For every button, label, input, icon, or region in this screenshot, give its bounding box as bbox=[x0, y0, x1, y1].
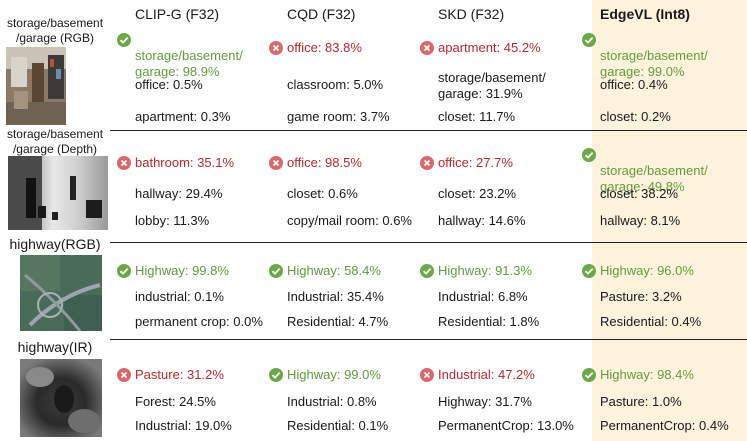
cell-prediction: closet: 23.2% bbox=[438, 186, 517, 201]
cell-top-prediction: storage/basement/ garage: 99.0% bbox=[582, 32, 708, 80]
row-separator-3 bbox=[110, 339, 747, 340]
cell-prediction: industrial: 0.1% bbox=[135, 289, 224, 304]
cell-prediction: Industrial: 0.8% bbox=[287, 394, 377, 409]
row-separator-2 bbox=[110, 242, 747, 243]
cell-prediction: Highway: 31.7% bbox=[438, 394, 532, 409]
cell-top-prediction: Highway: 58.4% bbox=[269, 263, 381, 279]
cell-prediction: game room: 3.7% bbox=[287, 109, 390, 124]
check-icon bbox=[117, 264, 131, 278]
header-skd: SKD (F32) bbox=[438, 6, 505, 22]
cell-top-prediction: office: 27.7% bbox=[420, 155, 513, 171]
cell-prediction: closet: 11.7% bbox=[438, 109, 516, 124]
storage-rgb-thumbnail bbox=[6, 47, 66, 125]
cell-prediction: Residential: 0.4% bbox=[600, 314, 702, 329]
cell-prediction: closet: 0.6% bbox=[287, 186, 358, 201]
cell-top-prediction: storage/basement/ garage: 98.9% bbox=[117, 32, 243, 80]
row-separator-1 bbox=[110, 130, 747, 131]
cell-prediction: Residential: 4.7% bbox=[287, 314, 389, 329]
header-cqd: CQD (F32) bbox=[287, 6, 356, 22]
header-clip-g: CLIP-G (F32) bbox=[135, 6, 220, 22]
row-label-storage-rgb: storage/basement /garage (RGB) bbox=[6, 16, 104, 45]
cell-top-prediction: Highway: 99.8% bbox=[117, 263, 229, 279]
cross-icon bbox=[420, 41, 434, 55]
cell-top-prediction: office: 98.5% bbox=[269, 155, 362, 171]
cell-prediction: classroom: 5.0% bbox=[287, 77, 384, 92]
cell-prediction: PermanentCrop: 13.0% bbox=[438, 418, 574, 433]
cell-prediction: office: 0.5% bbox=[135, 77, 203, 92]
cell-top-prediction: Pasture: 31.2% bbox=[117, 367, 224, 383]
cell-top-prediction: storage/basement/ garage: 49.8% bbox=[582, 147, 708, 195]
cross-icon bbox=[117, 156, 131, 170]
cell-top-prediction: apartment: 45.2% bbox=[420, 40, 541, 56]
cell-prediction: Pasture: 1.0% bbox=[600, 394, 682, 409]
cell-top-prediction: bathroom: 35.1% bbox=[117, 155, 234, 171]
cross-icon bbox=[117, 368, 131, 382]
check-icon bbox=[117, 33, 131, 47]
cell-top-prediction: Highway: 91.3% bbox=[420, 263, 532, 279]
cell-prediction: copy/mail room: 0.6% bbox=[287, 213, 412, 228]
cell-prediction: Industrial: 35.4% bbox=[287, 289, 384, 304]
cross-icon bbox=[420, 156, 434, 170]
cell-prediction: permanent crop: 0.0% bbox=[135, 314, 263, 329]
cell-prediction: hallway: 29.4% bbox=[135, 186, 223, 201]
highway-rgb-thumbnail bbox=[20, 255, 102, 331]
check-icon bbox=[420, 264, 434, 278]
check-icon bbox=[582, 368, 596, 382]
check-icon bbox=[582, 264, 596, 278]
check-icon bbox=[582, 148, 596, 162]
cell-prediction: Forest: 24.5% bbox=[135, 394, 216, 409]
cell-prediction: storage/basement/ garage: 31.9% bbox=[438, 70, 546, 101]
header-edgevl: EdgeVL (Int8) bbox=[600, 6, 690, 22]
cross-icon bbox=[420, 368, 434, 382]
check-icon bbox=[582, 33, 596, 47]
cell-prediction: closet: 0.2% bbox=[600, 109, 671, 124]
cell-prediction: Residential: 0.1% bbox=[287, 418, 389, 433]
cross-icon bbox=[269, 156, 283, 170]
cell-top-prediction: office: 83.8% bbox=[269, 40, 362, 56]
cell-prediction: PermanentCrop: 0.4% bbox=[600, 418, 729, 433]
cell-prediction: Industrial: 6.8% bbox=[438, 289, 528, 304]
cell-prediction: lobby: 11.3% bbox=[135, 213, 210, 228]
cell-prediction: hallway: 14.6% bbox=[438, 213, 526, 228]
cell-prediction: Residential: 1.8% bbox=[438, 314, 540, 329]
cell-prediction: Pasture: 3.2% bbox=[600, 289, 682, 304]
cell-prediction: apartment: 0.3% bbox=[135, 109, 231, 124]
row-label-highway-ir: highway(IR) bbox=[17, 339, 93, 355]
cell-prediction: hallway: 8.1% bbox=[600, 213, 681, 228]
cross-icon bbox=[269, 41, 283, 55]
cell-prediction: office: 0.4% bbox=[600, 77, 668, 92]
storage-depth-thumbnail bbox=[8, 156, 108, 230]
check-icon bbox=[269, 264, 283, 278]
edgevl-highlight-column bbox=[592, 0, 747, 441]
cell-top-prediction: Highway: 98.4% bbox=[582, 367, 694, 383]
row-label-storage-depth: storage/basement /garage (Depth) bbox=[6, 127, 104, 156]
cell-top-prediction: Industrial: 47.2% bbox=[420, 367, 535, 383]
check-icon bbox=[269, 368, 283, 382]
row-label-highway-rgb: highway(RGB) bbox=[9, 236, 101, 252]
highway-ir-thumbnail bbox=[20, 359, 102, 437]
cell-prediction: Industrial: 19.0% bbox=[135, 418, 232, 433]
cell-top-prediction: Highway: 96.0% bbox=[582, 263, 694, 279]
cell-top-prediction: Highway: 99.0% bbox=[269, 367, 381, 383]
cell-prediction: closet: 38.2% bbox=[600, 186, 679, 201]
